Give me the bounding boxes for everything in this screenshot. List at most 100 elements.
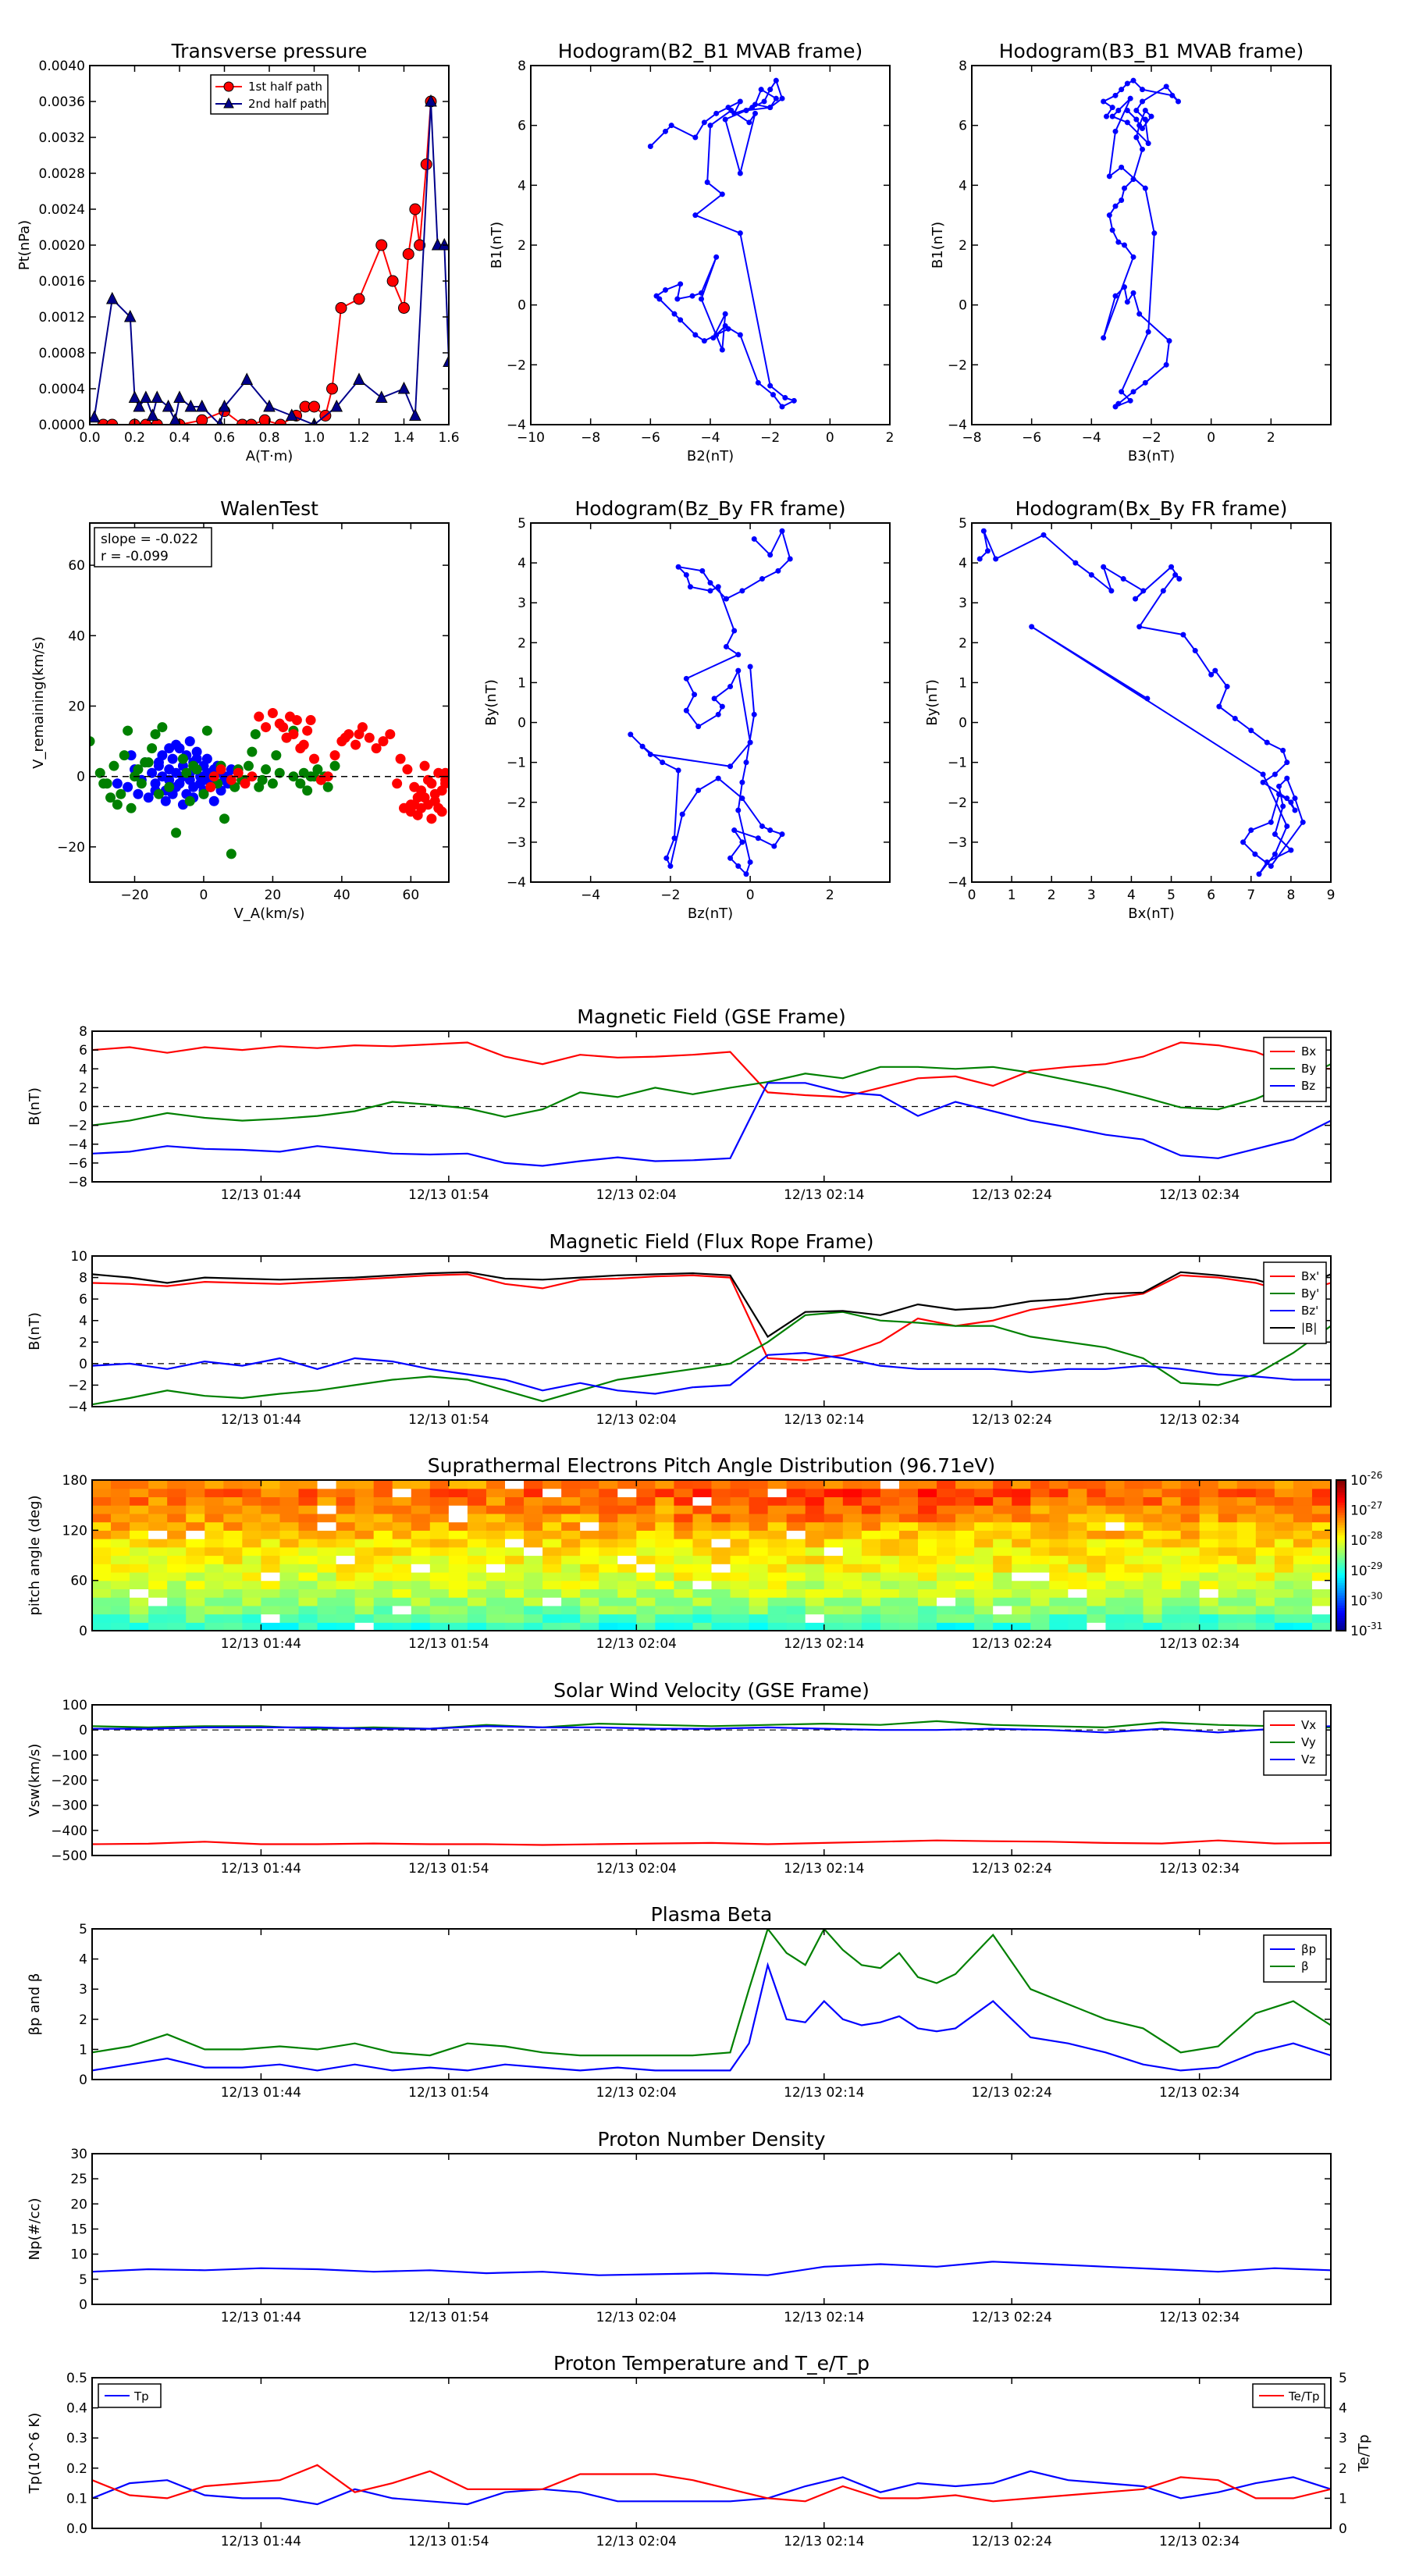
data-point [1276,783,1282,789]
heatmap-cell [1124,1539,1144,1548]
heatmap-cell [542,1521,562,1531]
heatmap-cell [1143,1564,1163,1573]
heatmap-cell [1087,1546,1107,1557]
hodogram_bx_by-ytick-label: −3 [948,835,967,851]
heatmap-cell [1012,1496,1031,1506]
heatmap-cell [730,1496,750,1506]
data-point [779,528,785,534]
data-point [1272,851,1278,857]
data-point [392,778,403,789]
heatmap-cell [505,1513,525,1523]
heatmap-cell [1012,1614,1031,1623]
legend-label: Bx [1301,1044,1316,1059]
hodogram_b2b1-ytick-label: 2 [518,238,526,254]
data-point [405,799,416,810]
heatmap-cell [167,1564,187,1573]
pitch_angle-frame [91,1479,1332,1631]
data-point [438,237,449,251]
heatmap-cell [1199,1546,1219,1557]
mag_fr-plot-area [92,1271,1331,1406]
heatmap-cell [392,1571,412,1582]
data-point [1112,293,1119,299]
heatmap-cell [993,1622,1012,1631]
heatmap-cell [167,1530,187,1539]
heatmap-cell [336,1622,356,1631]
heatmap-cell [749,1580,769,1589]
heatmap-cell [223,1605,243,1615]
heatmap-cell [317,1521,337,1531]
heatmap-cell [429,1496,450,1506]
y-axis-label: B1(nT) [489,222,505,269]
heatmap-cell [674,1597,694,1606]
plasma_beta-xtick-label: 12/13 02:14 [784,2085,864,2101]
plasma_beta-xtick-label: 12/13 01:44 [221,2085,301,2101]
heatmap-cell [1274,1605,1294,1615]
heatmap-cell [411,1580,431,1589]
data-point [143,757,154,768]
heatmap-cell [524,1546,543,1557]
heatmap-cell [617,1488,637,1498]
heatmap-cell [636,1589,656,1598]
heatmap-cell [1030,1530,1050,1539]
data-point [412,792,423,803]
data-point [699,568,706,574]
data-point [1232,715,1238,721]
data-point [151,390,164,403]
heatmap-cell [542,1555,562,1564]
heatmap-cell [317,1539,337,1548]
data-point [1136,624,1143,630]
heatmap-cell [542,1496,562,1506]
heatmap-cell [261,1589,281,1598]
data-point [1072,560,1079,566]
mag_fr-xtick-label: 12/13 02:04 [596,1412,677,1428]
data-point [701,338,707,344]
heatmap-cell [242,1605,262,1615]
heatmap-cell [317,1505,337,1514]
chart-title: Plasma Beta [651,1903,773,1926]
legend-label: β [1301,1959,1309,1973]
heatmap-cell [1143,1622,1163,1631]
heatmap-cell [1124,1480,1144,1489]
data-point [759,823,765,829]
data-point [1292,807,1298,813]
colorbar-cell [1336,1507,1346,1511]
heatmap-cell [861,1622,881,1631]
chart-title: Proton Number Density [598,2128,826,2151]
colorbar-cell [1336,1512,1346,1516]
data-point [1106,173,1112,180]
heatmap-cell [1180,1555,1200,1564]
heatmap-cell [1311,1597,1332,1606]
y-axis-label: By(nT) [924,679,941,725]
data-point [425,94,437,107]
heatmap-cell [1030,1488,1050,1498]
proton_temperature-frame [91,2377,1332,2529]
heatmap-cell [279,1496,300,1506]
heatmap-cell [411,1513,431,1523]
walen_test-xtick-label: 60 [403,888,420,903]
heatmap-cell [1030,1513,1050,1523]
heatmap-cell [429,1546,450,1557]
data-point [767,827,774,834]
data-point [1180,632,1186,638]
data-point [414,239,426,251]
heatmap-cell [692,1564,713,1573]
colorbar-cell [1336,1525,1346,1528]
heatmap-cell [1218,1605,1238,1615]
heatmap-cell [205,1614,224,1623]
heatmap-cell [918,1521,937,1531]
heatmap-cell [636,1546,656,1557]
heatmap-cell [1068,1571,1088,1582]
heatmap-cell [993,1546,1012,1557]
data-point [1176,98,1181,105]
series-line-Bx [92,1273,1331,1361]
heatmap-cell [842,1513,863,1523]
heatmap-cell [1274,1546,1294,1557]
heatmap-cell [486,1496,506,1506]
heatmap-cell [805,1564,825,1573]
heatmap-cell [223,1530,243,1539]
data-point [409,408,422,421]
heatmap-cell [1180,1488,1200,1498]
heatmap-cell [730,1488,750,1498]
heatmap-cell [373,1539,393,1548]
heatmap-cell [448,1589,468,1598]
